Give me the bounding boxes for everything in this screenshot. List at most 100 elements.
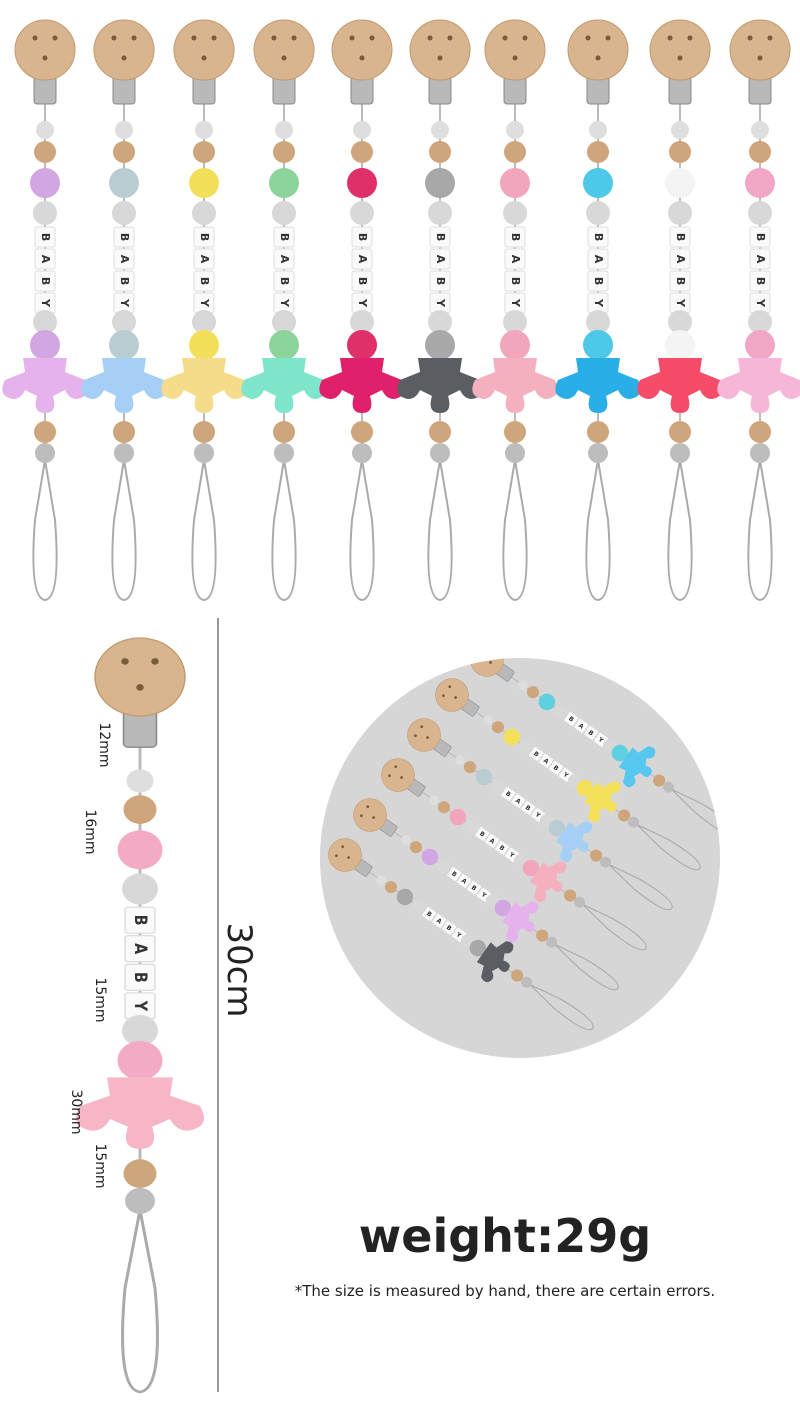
silicone-bead: [748, 310, 772, 334]
silicone-bead: [411, 899, 426, 914]
silicone-bead: [750, 443, 770, 463]
silicone-bead: [574, 896, 586, 908]
silicone-bead: [553, 704, 568, 719]
bead-letter: B: [552, 764, 560, 773]
silicone-bead: [668, 201, 692, 225]
letter-cube: [429, 248, 451, 270]
clip-hole: [271, 35, 277, 41]
letter-cube: [587, 270, 609, 292]
wood-bead: [463, 761, 477, 774]
silicone-bead: [600, 856, 612, 868]
crochet-bead: [469, 939, 487, 957]
clip-hole: [191, 35, 197, 41]
bead-letter: B: [356, 233, 369, 241]
bead-letter: A: [356, 255, 369, 264]
bead-letter: Y: [39, 298, 52, 308]
silicone-bead: [503, 310, 527, 334]
wood-bead: [113, 421, 135, 443]
silicone-bead: [33, 201, 57, 225]
crown: [319, 358, 405, 413]
bead-letter: B: [509, 233, 522, 241]
silicone-bead: [671, 121, 689, 139]
wood-clip: [94, 637, 186, 717]
bead-letter: A: [434, 255, 447, 264]
silicone-bead: [751, 121, 769, 139]
bead-letter: A: [509, 255, 522, 264]
letter-cube: [484, 833, 500, 849]
wood-clip: [649, 19, 711, 81]
letter-cube: [749, 270, 771, 292]
silicone-bead: [431, 121, 449, 139]
letter-cube: [504, 270, 526, 292]
crochet-bead: [583, 168, 613, 198]
silicone-bead: [428, 201, 452, 225]
clip-hole: [388, 774, 391, 778]
silicone-bead: [35, 443, 55, 463]
wood-bead: [193, 421, 215, 443]
silicone-bead: [376, 875, 386, 886]
silicone-bead: [428, 310, 452, 334]
letter-cube: [351, 226, 373, 248]
letter-cube: [504, 226, 526, 248]
wood-clip: [729, 19, 791, 81]
clip-hole: [281, 55, 287, 61]
letter-cube: [538, 753, 554, 769]
crochet-bead: [117, 1041, 163, 1080]
crown: [501, 901, 539, 943]
wood-bead: [749, 421, 771, 443]
bead-letter: B: [356, 277, 369, 285]
wood-clip: [435, 678, 469, 712]
clip-hole: [349, 35, 355, 41]
clip-hole: [291, 35, 297, 41]
silicone-bead: [33, 310, 57, 334]
crochet-bead: [109, 330, 139, 360]
silicone-bead: [628, 816, 640, 828]
crochet-bead: [189, 168, 219, 198]
silicone-bead: [506, 121, 524, 139]
silicone-bead: [436, 859, 451, 874]
letter-cube: [421, 906, 437, 922]
bead-letter: B: [470, 884, 478, 893]
clip-hole: [454, 696, 457, 699]
weight: weight:29g: [359, 1209, 651, 1263]
letter-cube: [193, 248, 215, 270]
clip-hole: [585, 35, 591, 41]
bead-letter: A: [577, 722, 585, 731]
crochet-bead: [548, 819, 566, 837]
silicone-bead: [36, 121, 54, 139]
clip-hole: [372, 816, 375, 819]
crochet-bead: [269, 168, 299, 198]
letter-cube: [456, 873, 472, 889]
silicone-bead: [748, 201, 772, 225]
silicone-bead: [586, 201, 610, 225]
wood-clip: [407, 718, 441, 752]
clip-hole: [767, 35, 773, 41]
loop: [349, 459, 375, 602]
letter-cube: [749, 226, 771, 248]
bead-letter: Y: [561, 771, 570, 780]
letter-cube: [351, 248, 373, 270]
silicone-bead: [272, 310, 296, 334]
clip-hole: [131, 35, 137, 41]
wood-clip: [353, 798, 387, 832]
bead-letter: B: [131, 915, 150, 926]
clip-hole: [687, 35, 693, 41]
wood-bead: [384, 881, 398, 894]
wood-bead: [587, 421, 609, 443]
crochet-bead: [665, 168, 695, 198]
bead-letter: Y: [596, 736, 605, 745]
wood-clip: [14, 19, 76, 81]
letter-cube: [494, 840, 510, 856]
wood-bead: [491, 721, 505, 734]
bead-letter: B: [278, 277, 291, 285]
silicone-bead: [464, 819, 479, 834]
letter-cube: [669, 270, 691, 292]
